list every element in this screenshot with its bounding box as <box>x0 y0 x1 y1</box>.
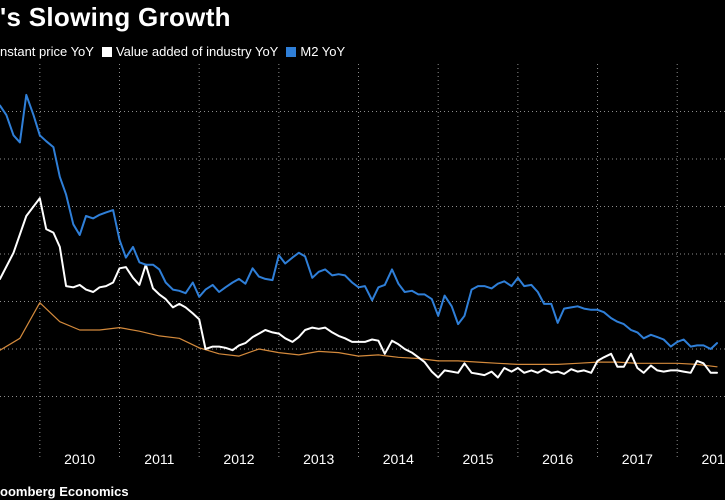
series-line-industry <box>0 197 718 379</box>
chart-legend: nstant price YoY Value added of industry… <box>0 44 353 59</box>
legend-swatch-industry <box>101 46 112 57</box>
legend-swatch-m2 <box>286 46 297 57</box>
x-tick-label: 2011 <box>144 451 174 467</box>
x-tick-label: 2018 <box>701 451 725 467</box>
x-tick-label: 2012 <box>223 451 254 467</box>
legend-item-m2: M2 YoY <box>286 44 345 59</box>
chart-title: 's Slowing Growth <box>0 2 231 32</box>
legend-label-gdp: nstant price YoY <box>0 44 94 59</box>
series-line-m2 <box>0 93 718 350</box>
x-tick-label: 2014 <box>383 451 414 467</box>
legend-item-gdp: nstant price YoY <box>0 44 94 59</box>
x-tick-label: 2013 <box>303 451 334 467</box>
x-axis: 2010 2011 2012 2013 2014 2015 2016 2017 2018 <box>64 451 725 467</box>
series-layer <box>0 93 718 379</box>
x-tick-label: 2010 <box>64 451 95 467</box>
source-note: oomberg Economics <box>0 484 129 499</box>
x-tick-label: 2017 <box>622 451 653 467</box>
x-tick-label: 2015 <box>462 451 493 467</box>
legend-item-industry: Value added of industry YoY <box>101 44 279 59</box>
x-tick-label: 2016 <box>542 451 573 467</box>
legend-label-industry: Value added of industry YoY <box>115 44 279 59</box>
grid-layer <box>0 64 725 460</box>
legend-label-m2: M2 YoY <box>300 44 346 59</box>
